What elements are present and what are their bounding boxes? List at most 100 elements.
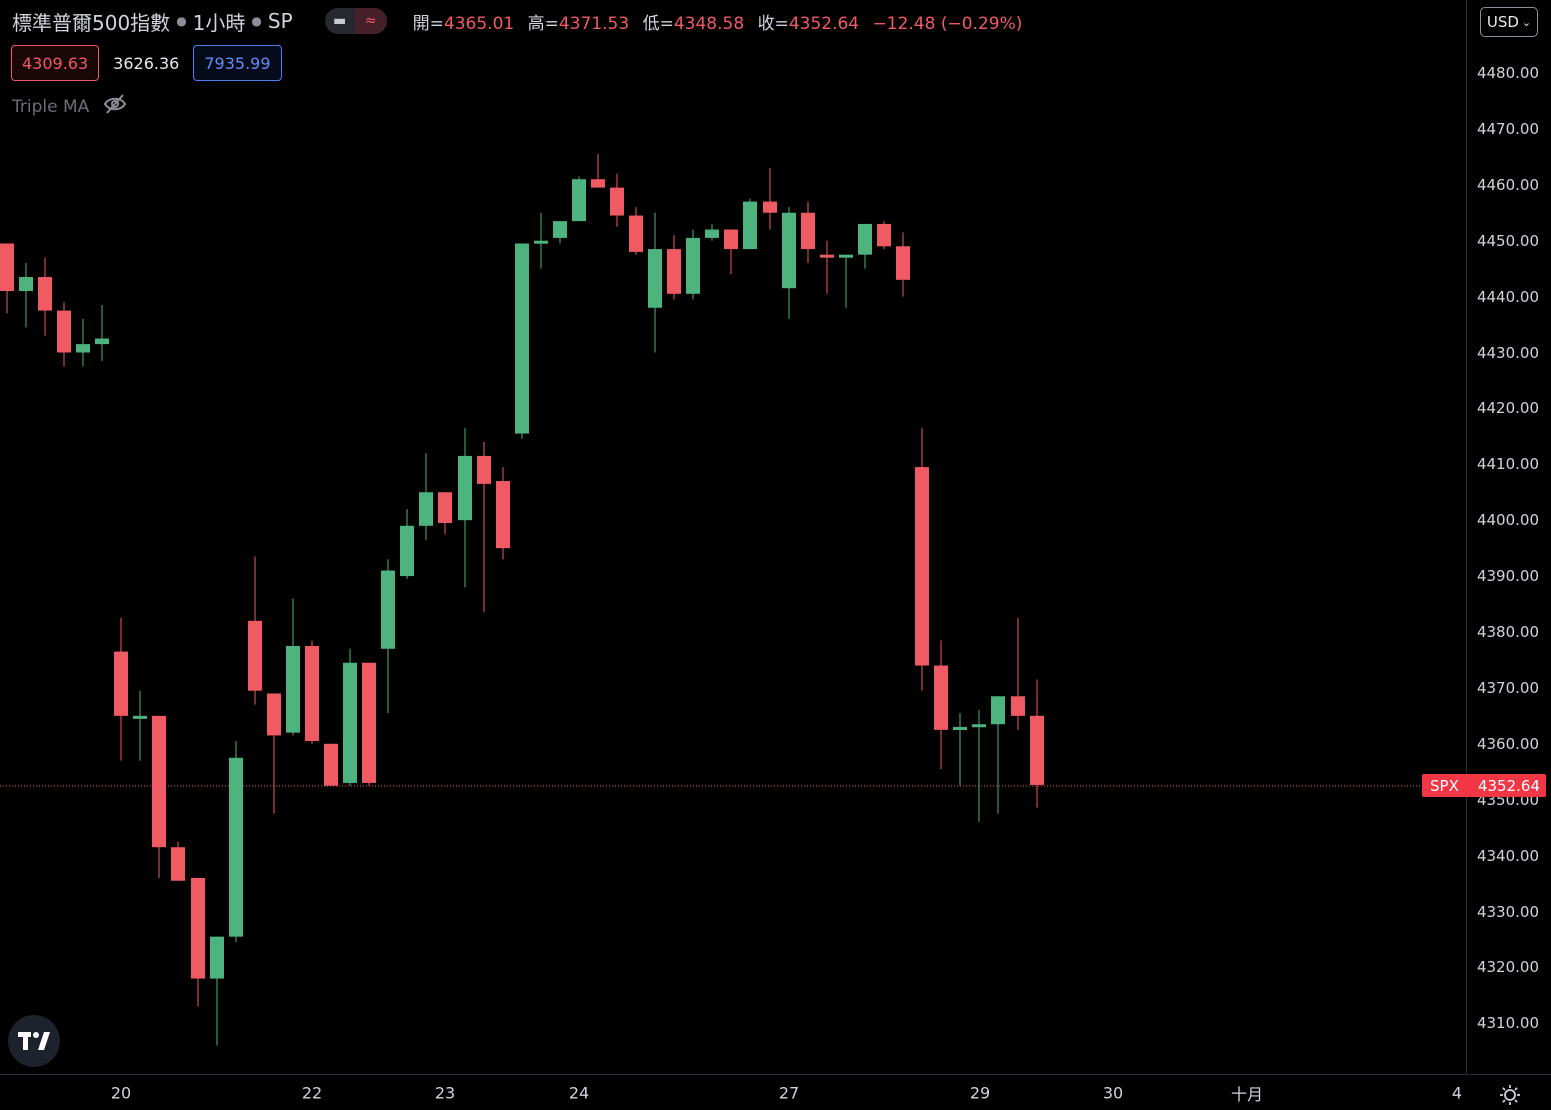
candle[interactable]	[991, 696, 1005, 814]
candle-body	[1030, 715, 1044, 785]
indicator-row[interactable]: Triple MA	[12, 93, 127, 120]
candle[interactable]	[496, 467, 510, 560]
candle-body	[953, 727, 967, 731]
candle[interactable]	[210, 936, 224, 1046]
candle-body	[343, 662, 357, 783]
price-tick-label: 4320.00	[1476, 958, 1539, 977]
indicator-name[interactable]: Triple MA	[12, 96, 90, 117]
price-tick-label: 4380.00	[1476, 623, 1539, 641]
candle-body	[191, 877, 205, 979]
candle-body	[362, 662, 376, 783]
candle[interactable]	[19, 263, 33, 328]
candle[interactable]	[248, 556, 262, 705]
collapse-icon[interactable]: ▬	[333, 13, 347, 29]
candle-body	[152, 715, 166, 848]
candle[interactable]	[114, 618, 128, 761]
price-tick-label: 4480.00	[1476, 64, 1539, 82]
approx-icon[interactable]: ≈	[354, 8, 387, 34]
open-value: 4365.01	[443, 13, 515, 34]
candle-body	[858, 223, 872, 255]
candle[interactable]	[191, 877, 205, 1007]
candle[interactable]	[534, 212, 548, 269]
candle[interactable]	[763, 168, 777, 230]
candle[interactable]	[343, 648, 357, 786]
candle[interactable]	[591, 154, 605, 188]
candle[interactable]	[324, 743, 338, 786]
candle-body	[553, 221, 567, 238]
high-label: 高=	[527, 13, 559, 34]
candle[interactable]	[782, 207, 796, 319]
time-axis[interactable]: 20 22 23 24 27 29 30 十月 4	[0, 1074, 1551, 1110]
candle[interactable]	[438, 492, 452, 535]
price-tick-label: 4370.00	[1476, 678, 1539, 697]
candle[interactable]	[400, 509, 414, 579]
candle[interactable]	[572, 176, 586, 222]
candle[interactable]	[515, 243, 529, 440]
candle[interactable]	[458, 427, 472, 588]
candle[interactable]	[915, 427, 929, 691]
candle[interactable]	[419, 453, 433, 540]
time-tick-label: 24	[568, 1083, 590, 1103]
candlestick-chart[interactable]	[0, 0, 1466, 1074]
candle[interactable]	[667, 235, 681, 300]
candle-body	[839, 254, 853, 258]
candle[interactable]	[839, 254, 853, 308]
candle[interactable]	[877, 221, 891, 250]
chevron-down-icon: ⌄	[1521, 15, 1532, 29]
candle[interactable]	[305, 640, 319, 744]
candle[interactable]	[76, 318, 90, 367]
price-axis[interactable]: 4480.00 4470.00 4460.00 4450.00 4440.00 4430.…	[1466, 0, 1551, 1075]
candle[interactable]	[953, 713, 967, 786]
candle[interactable]	[705, 223, 719, 241]
candle[interactable]	[229, 741, 243, 943]
candle[interactable]	[286, 598, 300, 736]
price-tick-label: 4460.00	[1476, 175, 1539, 194]
candle-body	[629, 215, 643, 252]
candle[interactable]	[743, 198, 757, 250]
candle[interactable]	[57, 302, 71, 367]
candle[interactable]	[95, 304, 109, 361]
candle-body	[229, 757, 243, 937]
candle[interactable]	[629, 207, 643, 255]
candle[interactable]	[934, 640, 948, 769]
candle[interactable]	[477, 441, 491, 613]
tradingview-logo[interactable]	[8, 1015, 60, 1067]
candle[interactable]	[362, 662, 376, 786]
eye-hidden-icon[interactable]	[103, 93, 127, 120]
candle[interactable]	[152, 715, 166, 878]
candle[interactable]	[648, 212, 662, 353]
candle[interactable]	[724, 229, 738, 275]
candle-body	[534, 240, 548, 244]
candle-body	[591, 179, 605, 188]
candle[interactable]	[553, 221, 567, 244]
candle[interactable]	[1030, 679, 1044, 808]
low-value: 4348.58	[673, 13, 745, 34]
candle-body	[400, 525, 414, 577]
currency-select[interactable]: USD ⌄	[1480, 7, 1538, 37]
candle[interactable]	[0, 243, 14, 314]
candle-body	[705, 229, 719, 238]
price-tick-label: 4430.00	[1476, 343, 1539, 362]
candle[interactable]	[686, 229, 700, 300]
exchange-label: SP	[267, 9, 293, 33]
symbol-name[interactable]: 標準普爾500指數	[12, 10, 171, 35]
candle-body	[820, 254, 834, 258]
candle[interactable]	[610, 173, 624, 227]
candle[interactable]	[133, 690, 147, 761]
candle[interactable]	[896, 232, 910, 297]
settings-gear-icon[interactable]	[1499, 1084, 1521, 1106]
candle[interactable]	[381, 559, 395, 714]
candle-body	[763, 201, 777, 213]
candle[interactable]	[171, 841, 185, 881]
candle[interactable]	[820, 240, 834, 294]
candle-body	[324, 743, 338, 786]
currency-label: USD	[1486, 13, 1519, 31]
price-tick-label: 4310.00	[1476, 1014, 1539, 1033]
candle[interactable]	[972, 710, 986, 823]
candle[interactable]	[1011, 618, 1025, 730]
candle[interactable]	[801, 201, 815, 264]
interval-label[interactable]: 1小時	[192, 10, 246, 35]
candle[interactable]	[38, 257, 52, 336]
candle[interactable]	[858, 223, 872, 269]
candle[interactable]	[267, 693, 281, 814]
